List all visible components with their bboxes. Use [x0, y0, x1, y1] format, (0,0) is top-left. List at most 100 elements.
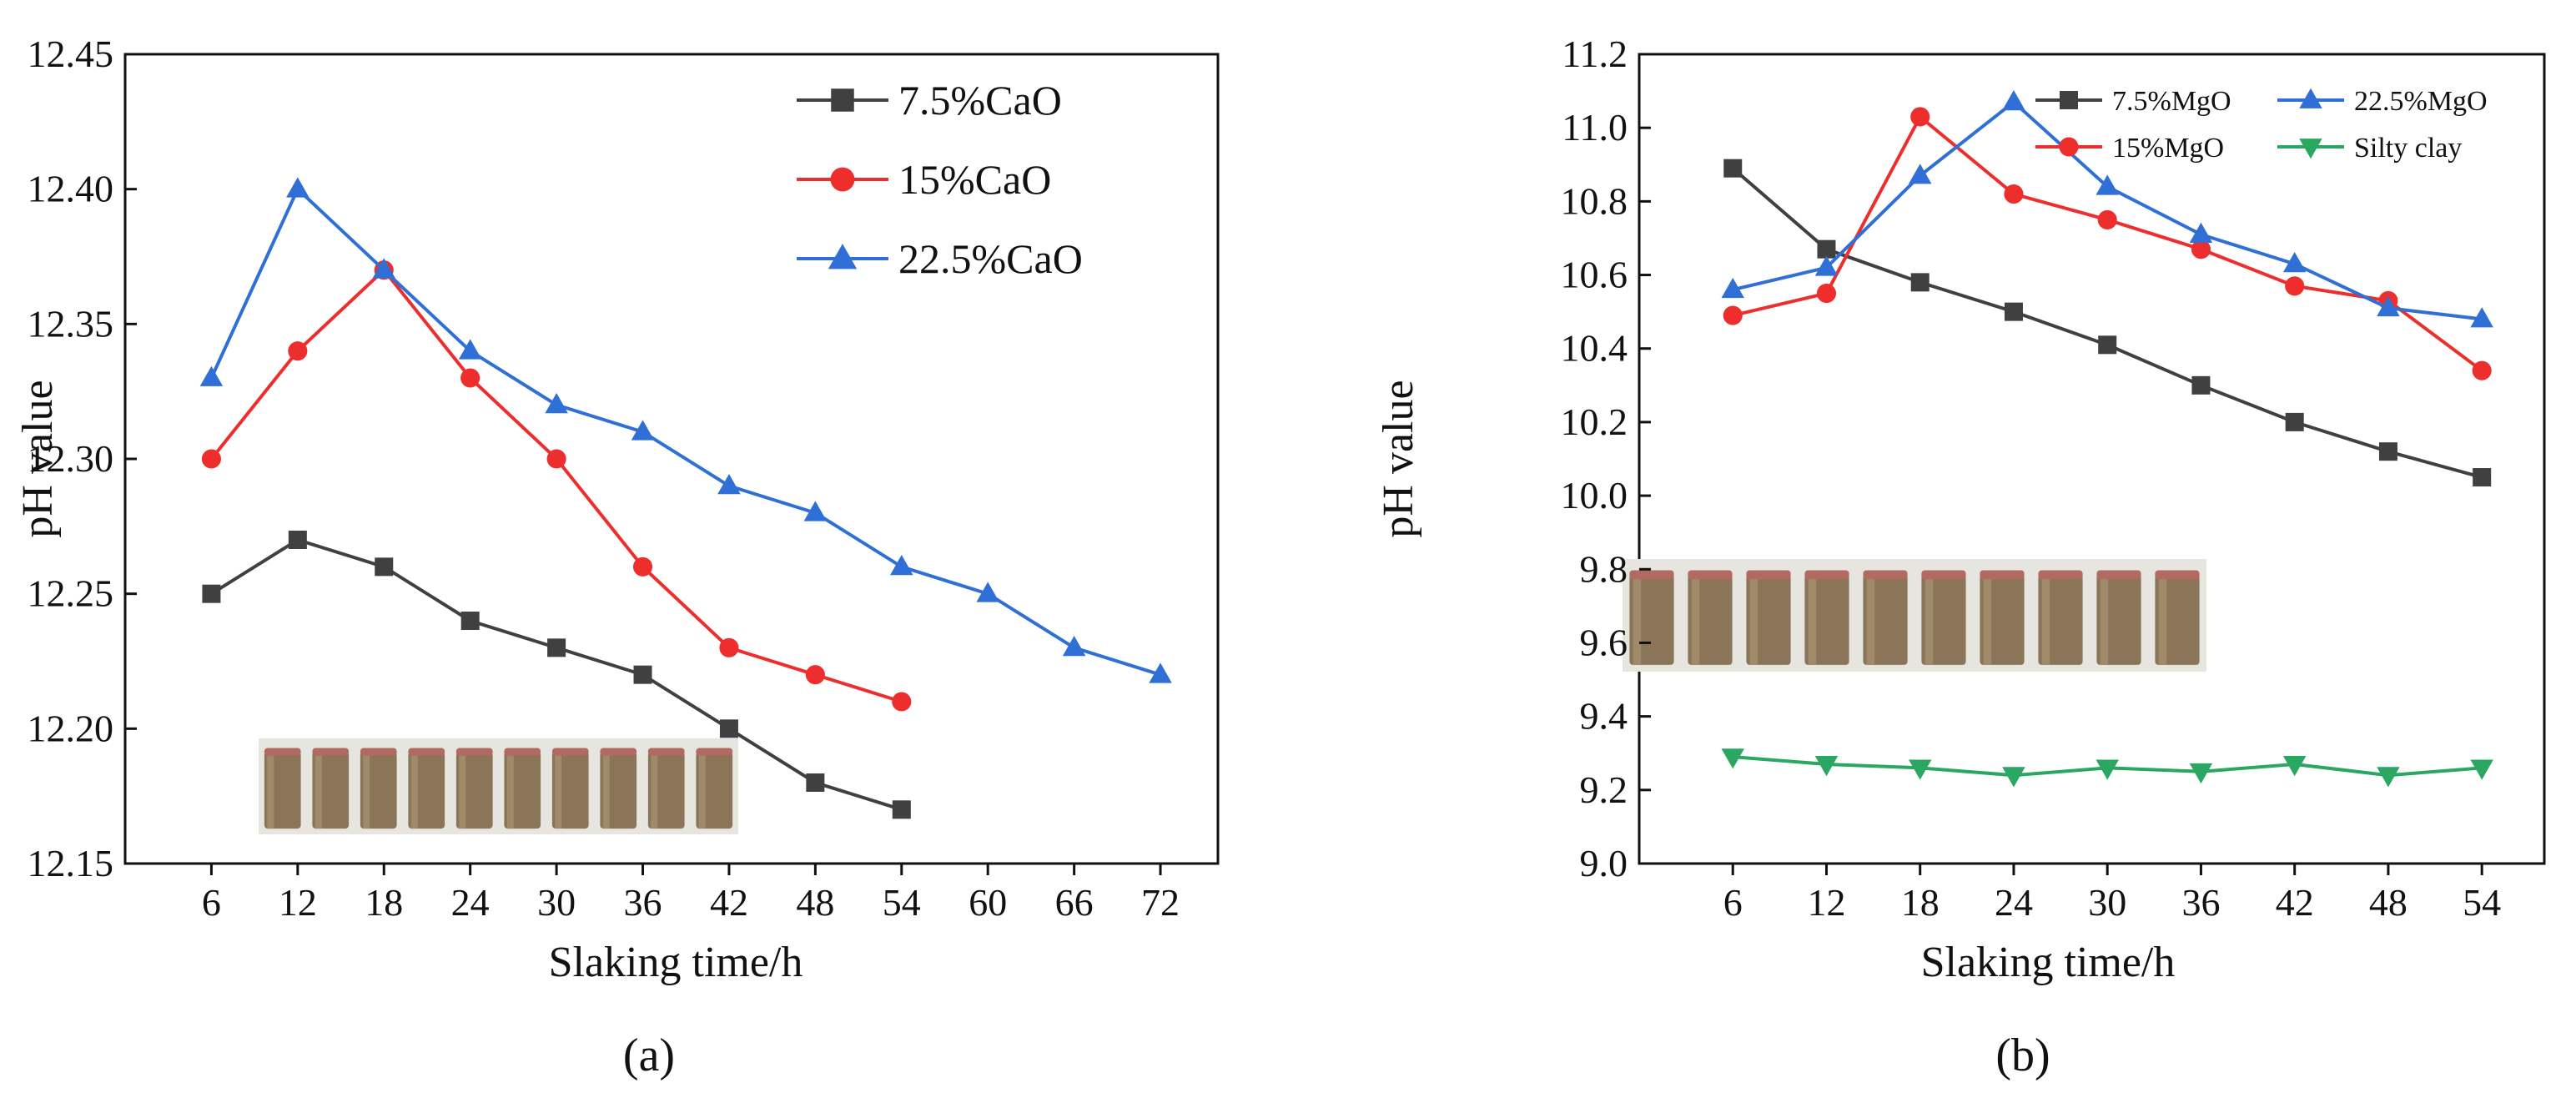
data-point-15-cao [892, 692, 912, 712]
data-point-15-cao [288, 341, 308, 361]
specimen-highlight [1866, 574, 1875, 665]
specimen-highlight [2158, 574, 2167, 665]
data-point-15-mgo [2097, 209, 2117, 229]
x-tick-label: 24 [451, 881, 490, 924]
x-tick-label: 60 [969, 881, 1007, 924]
specimen-top [2096, 570, 2141, 580]
specimen-top [264, 748, 301, 756]
data-point-22-5-cao [890, 555, 913, 576]
specimen-photo-a [259, 738, 738, 834]
x-tick-label: 36 [624, 881, 662, 924]
legend-label-22-5-mgo: 22.5%MgO [2354, 86, 2488, 117]
data-point-7-5-mgo [2191, 375, 2211, 395]
specimen-highlight [314, 752, 322, 829]
data-point-7-5-cao [288, 531, 307, 549]
data-point-22-5-cao [1149, 662, 1172, 683]
data-point-7-5-cao [633, 665, 652, 684]
data-point-15-mgo [1910, 107, 1930, 127]
y-tick-label: 10.4 [1561, 327, 1628, 370]
specimen-top [1804, 570, 1849, 580]
y-tick-label: 9.8 [1580, 547, 1628, 590]
data-point-silty-clay [2470, 759, 2493, 780]
y-tick-label: 10.0 [1561, 474, 1628, 516]
y-tick-label: 12.40 [28, 168, 114, 210]
specimen-top [1980, 570, 2025, 580]
specimen-highlight [1749, 574, 1758, 665]
series-line-22-5-cao [209, 186, 1161, 677]
data-point-22-5-cao [458, 339, 482, 360]
series-b [1721, 90, 2493, 788]
legend-marker-7-5-cao [831, 88, 854, 112]
data-point-silty-clay [1721, 748, 1744, 769]
data-point-silty-clay [2377, 767, 2400, 788]
data-point-7-5-mgo [1817, 239, 1836, 259]
y-tick-label: 9.6 [1580, 621, 1628, 663]
data-point-silty-clay [1908, 759, 1932, 780]
y-axis-label-b: pH value [1375, 380, 1422, 537]
data-point-22-5-cao [372, 258, 396, 279]
data-point-22-5-cao [803, 501, 828, 521]
specimen-highlight [555, 752, 562, 829]
y-tick-label: 12.30 [28, 437, 114, 480]
x-tick-label: 12 [1807, 881, 1845, 924]
y-tick-label: 9.0 [1580, 842, 1628, 884]
caption-a: (a) [623, 1030, 675, 1081]
specimen-highlight [410, 752, 418, 829]
legend-a: 7.5%CaO 15%CaO 22.5%CaO [797, 77, 1083, 282]
x-tick-label: 30 [2088, 881, 2126, 924]
y-tick-label: 11.2 [1562, 33, 1628, 75]
specimen-highlight [1633, 574, 1642, 665]
data-point-15-mgo [1723, 305, 1743, 325]
specimen-highlight [698, 752, 706, 829]
specimen-highlight [459, 752, 466, 829]
x-tick-label: 54 [2463, 881, 2501, 924]
data-point-silty-clay [2189, 763, 2213, 784]
data-point-7-5-cao [202, 584, 221, 603]
x-tick-label: 42 [2276, 881, 2314, 924]
data-point-7-5-mgo [2098, 335, 2117, 355]
specimen-highlight [651, 752, 658, 829]
specimen-top [408, 748, 445, 756]
data-point-22-5-mgo [2377, 295, 2400, 317]
y-tick-label: 11.0 [1562, 106, 1628, 149]
data-point-22-5-cao [631, 420, 655, 441]
legend-marker-15-mgo [2059, 137, 2079, 157]
x-tick-label: 72 [1141, 881, 1180, 924]
data-point-7-5-cao [460, 612, 480, 630]
specimen-highlight [267, 752, 274, 829]
data-point-7-5-mgo [2378, 442, 2397, 461]
specimen-highlight [2041, 574, 2050, 665]
data-point-22-5-cao [545, 393, 568, 414]
x-tick-label: 12 [279, 881, 317, 924]
legend-label-silty-clay: Silty clay [2354, 133, 2462, 164]
specimen-highlight [1924, 574, 1934, 665]
data-point-22-5-mgo [1908, 164, 1932, 184]
data-point-22-5-mgo [2002, 90, 2025, 111]
y-tick-label: 12.35 [28, 302, 114, 345]
data-point-22-5-cao [976, 582, 999, 602]
data-point-15-mgo [2472, 360, 2492, 380]
data-point-7-5-cao [892, 800, 911, 819]
data-point-15-cao [805, 665, 825, 685]
specimen-highlight [363, 752, 370, 829]
specimen-highlight [2100, 574, 2109, 665]
x-axis-label-a: Slaking time/h [549, 939, 803, 986]
data-point-22-5-mgo [2096, 174, 2119, 195]
data-point-22-5-cao [1062, 636, 1086, 657]
legend-marker-22-5-mgo [2299, 88, 2322, 108]
data-point-22-5-mgo [2282, 252, 2307, 273]
specimen-highlight [1983, 574, 1992, 665]
specimen-top [2038, 570, 2083, 580]
x-tick-label: 42 [710, 881, 748, 924]
legend-label-7-5-cao: 7.5%CaO [898, 77, 1062, 123]
data-point-15-cao [546, 449, 566, 469]
x-tick-label: 24 [1995, 881, 2033, 924]
data-point-15-mgo [2004, 184, 2024, 204]
specimen-top [551, 748, 589, 756]
data-point-22-5-mgo [1721, 277, 1744, 299]
data-point-silty-clay [2002, 767, 2025, 788]
y-tick-label: 10.8 [1561, 179, 1628, 222]
specimen-highlight [1691, 574, 1700, 665]
data-point-22-5-mgo [2470, 307, 2493, 328]
